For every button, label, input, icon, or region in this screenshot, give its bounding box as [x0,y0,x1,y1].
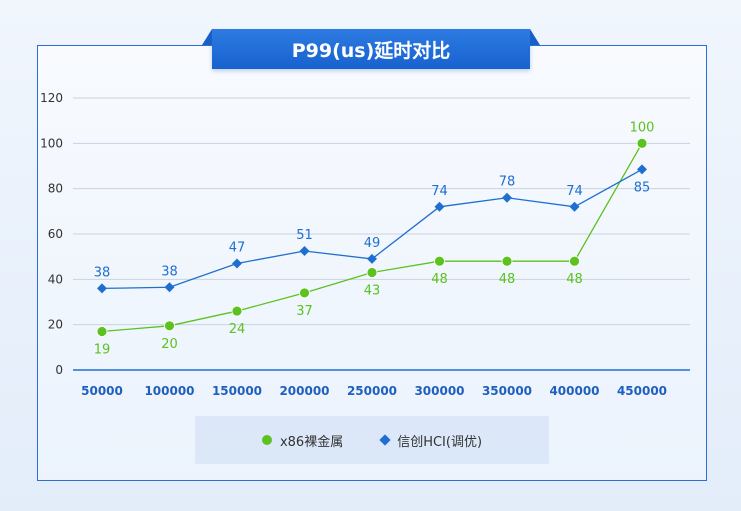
data-point-circle [501,255,513,267]
data-point-diamond [299,246,310,256]
y-tick-label: 20 [48,318,63,332]
data-label: 51 [296,228,313,243]
data-label: 85 [634,180,651,195]
data-point-circle [96,326,108,337]
x-tick-label: 350000 [482,384,532,398]
data-label: 24 [229,322,246,337]
data-point-circle [569,255,580,267]
data-label: 74 [431,184,448,199]
legend-item-x86[interactable]: x86裸金属 [261,431,344,450]
y-tick-label: 40 [48,272,63,286]
data-point-circle [231,305,243,317]
data-label: 48 [566,272,583,287]
data-point-diamond [367,253,377,264]
data-label: 37 [296,304,313,319]
data-label: 43 [364,284,381,299]
data-point-circle [434,255,445,267]
legend-label-x86: x86裸金属 [279,434,344,450]
data-point-diamond [637,164,647,175]
x-tick-label: 100000 [144,384,194,398]
legend-item-hci[interactable]: 信创HCI(调优) [379,431,483,450]
y-tick-label: 100 [40,136,63,150]
data-label: 19 [94,342,111,357]
data-label: 78 [499,175,516,190]
data-point-diamond [434,201,445,212]
y-tick-label: 0 [55,363,63,377]
data-point-diamond [502,192,512,203]
y-tick-label: 60 [48,227,63,241]
data-point-circle [164,320,175,332]
data-point-circle [299,287,310,299]
data-label: 49 [364,236,381,251]
gridlines [73,97,690,371]
data-point-diamond [97,283,107,294]
x-tick-label: 200000 [279,384,329,398]
legend: x86裸金属 信创HCI(调优) [195,416,549,464]
y-axis-ticks: 0 20 40 60 80 100 120 [40,91,63,377]
x-tick-label: 250000 [347,384,397,398]
data-point-diamond [232,258,242,269]
x-tick-label: 400000 [549,384,599,398]
data-label: 100 [630,120,655,135]
data-point-diamond [569,201,580,212]
x-axis-ticks: 50000 100000 150000 200000 250000 300000 35000… [81,384,667,398]
data-point-circle [636,137,648,149]
data-point-diamond [164,282,175,293]
data-label: 38 [94,265,111,280]
legend-diamond-icon [379,434,391,446]
data-label: 48 [431,272,448,287]
data-label: 47 [229,240,246,255]
legend-label-hci: 信创HCI(调优) [397,434,483,450]
data-label: 20 [161,337,178,352]
data-labels: 19 20 24 37 43 48 48 48 100 38 38 47 51 49 74 78 74 85 [94,120,655,357]
x-tick-label: 300000 [414,384,464,398]
chart-title-text: P99(us)延时对比 [291,39,451,62]
y-tick-label: 80 [48,182,63,196]
series-layer [96,137,648,337]
x-tick-label: 50000 [81,384,123,398]
x-tick-label: 450000 [617,384,667,398]
x-tick-label: 150000 [212,384,262,398]
legend-circle-icon [261,435,272,445]
data-label: 48 [499,272,516,287]
chart-title: P99(us)延时对比 [202,29,540,69]
data-label: 74 [566,184,583,199]
data-point-circle [366,267,378,278]
data-label: 38 [161,264,178,279]
y-tick-label: 120 [40,91,63,105]
